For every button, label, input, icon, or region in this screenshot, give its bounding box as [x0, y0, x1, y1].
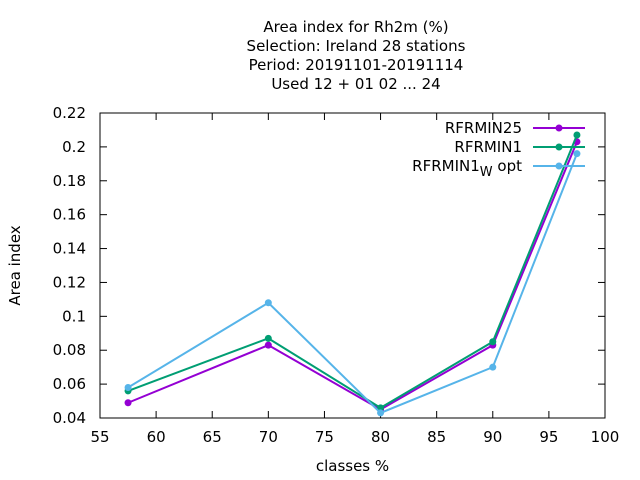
- series-line: [127, 141, 578, 411]
- title-line-4: Used 12 + 01 02 ... 24: [271, 75, 440, 93]
- legend-label-suffix: opt: [493, 157, 522, 175]
- y-axis-label: Area index: [6, 225, 24, 305]
- data-point: [489, 363, 497, 371]
- legend-label: RFRMIN1: [454, 138, 522, 156]
- legend-label-text: RFRMIN1: [412, 157, 480, 175]
- x-axis: 55 60 65 70 75 80 85 90 95 100: [90, 113, 619, 446]
- legend-marker: [555, 124, 563, 132]
- y-tick-label: 0.2: [62, 138, 86, 156]
- series-group: [124, 131, 581, 417]
- legend-marker: [555, 143, 563, 151]
- y-tick-label: 0.1: [62, 307, 86, 325]
- series-1: [124, 138, 581, 414]
- y-tick-label: 0.06: [53, 375, 86, 393]
- legend-label: RFRMIN1W opt: [412, 157, 522, 180]
- x-axis-label: classes %: [316, 457, 389, 475]
- series-3: [124, 150, 581, 417]
- chart-title: Area index for Rh2m (%)Selection: Irelan…: [247, 18, 466, 93]
- data-point: [489, 338, 497, 346]
- y-tick-label: 0.18: [53, 172, 86, 190]
- plot-frame: [99, 112, 606, 419]
- legend-label-text: RFRMIN1: [454, 138, 522, 156]
- data-point: [377, 409, 385, 417]
- x-tick-label: 95: [539, 428, 558, 446]
- x-tick-label: 80: [371, 428, 390, 446]
- x-tick-label: 65: [203, 428, 222, 446]
- x-tick-label: 85: [427, 428, 446, 446]
- legend-marker: [555, 162, 563, 170]
- x-tick-label: 70: [259, 428, 278, 446]
- legend-label-text: RFRMIN25: [445, 119, 522, 137]
- x-tick-label: 90: [483, 428, 502, 446]
- data-point: [264, 341, 272, 349]
- title-line-1: Area index for Rh2m (%): [263, 18, 448, 36]
- y-tick-label: 0.16: [53, 206, 86, 224]
- title-line-3: Period: 20191101-20191114: [249, 56, 464, 74]
- x-tick-label: 75: [315, 428, 334, 446]
- legend-label-subscript: W: [480, 165, 493, 180]
- y-tick-label: 0.12: [53, 273, 86, 291]
- legend-label: RFRMIN25: [445, 119, 522, 137]
- series-line: [127, 134, 578, 410]
- y-tick-label: 0.04: [53, 409, 86, 427]
- data-point: [264, 299, 272, 307]
- y-tick-label: 0.14: [53, 240, 86, 258]
- data-point: [573, 150, 581, 158]
- data-point: [264, 334, 272, 342]
- title-line-2: Selection: Ireland 28 stations: [247, 37, 466, 55]
- x-tick-label: 55: [90, 428, 109, 446]
- y-tick-label: 0.22: [53, 104, 86, 122]
- x-tick-label: 60: [147, 428, 166, 446]
- y-tick-label: 0.08: [53, 341, 86, 359]
- data-point: [124, 384, 132, 391]
- x-tick-label: 100: [591, 428, 620, 446]
- y-axis: 0.04 0.06 0.08 0.1 0.12 0.14 0.16 0.18 0.2 0.22: [53, 104, 605, 427]
- data-point: [124, 399, 132, 407]
- data-point: [573, 131, 581, 139]
- data-point: [377, 404, 385, 412]
